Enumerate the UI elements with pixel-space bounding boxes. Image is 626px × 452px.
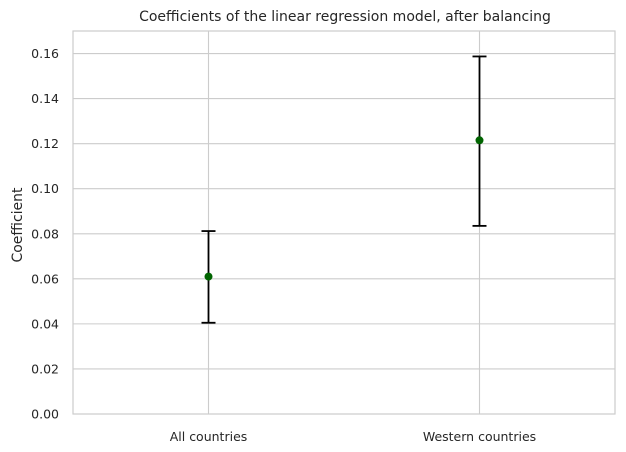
y-tick-label: 0.02 (31, 361, 59, 376)
error-bars (201, 55, 487, 324)
y-tick-label: 0.04 (31, 316, 59, 331)
x-tick-label: Western countries (423, 429, 536, 444)
data-points (204, 136, 484, 281)
y-tick-label: 0.16 (31, 46, 59, 61)
plot-area-frame (72, 30, 616, 415)
y-tick-label: 0.14 (31, 91, 59, 106)
y-tick-label: 0.12 (31, 136, 59, 151)
grid-layer (73, 31, 615, 415)
y-tick-label: 0.06 (31, 271, 59, 286)
x-tick-labels: All countries Western countries (170, 429, 536, 444)
y-tick-label: 0.10 (31, 181, 59, 196)
y-tick-label: 0.08 (31, 226, 59, 241)
chart-title: Coefficients of the linear regression mo… (139, 9, 551, 25)
y-tick-labels: 0.00 0.02 0.04 0.06 0.08 0.10 0.12 0.14 0.16 (31, 46, 59, 421)
data-point (204, 272, 213, 281)
data-point (475, 136, 484, 145)
y-tick-label: 0.00 (31, 407, 59, 422)
x-tick-label: All countries (170, 429, 248, 444)
y-axis-label: Coefficient (10, 187, 26, 263)
